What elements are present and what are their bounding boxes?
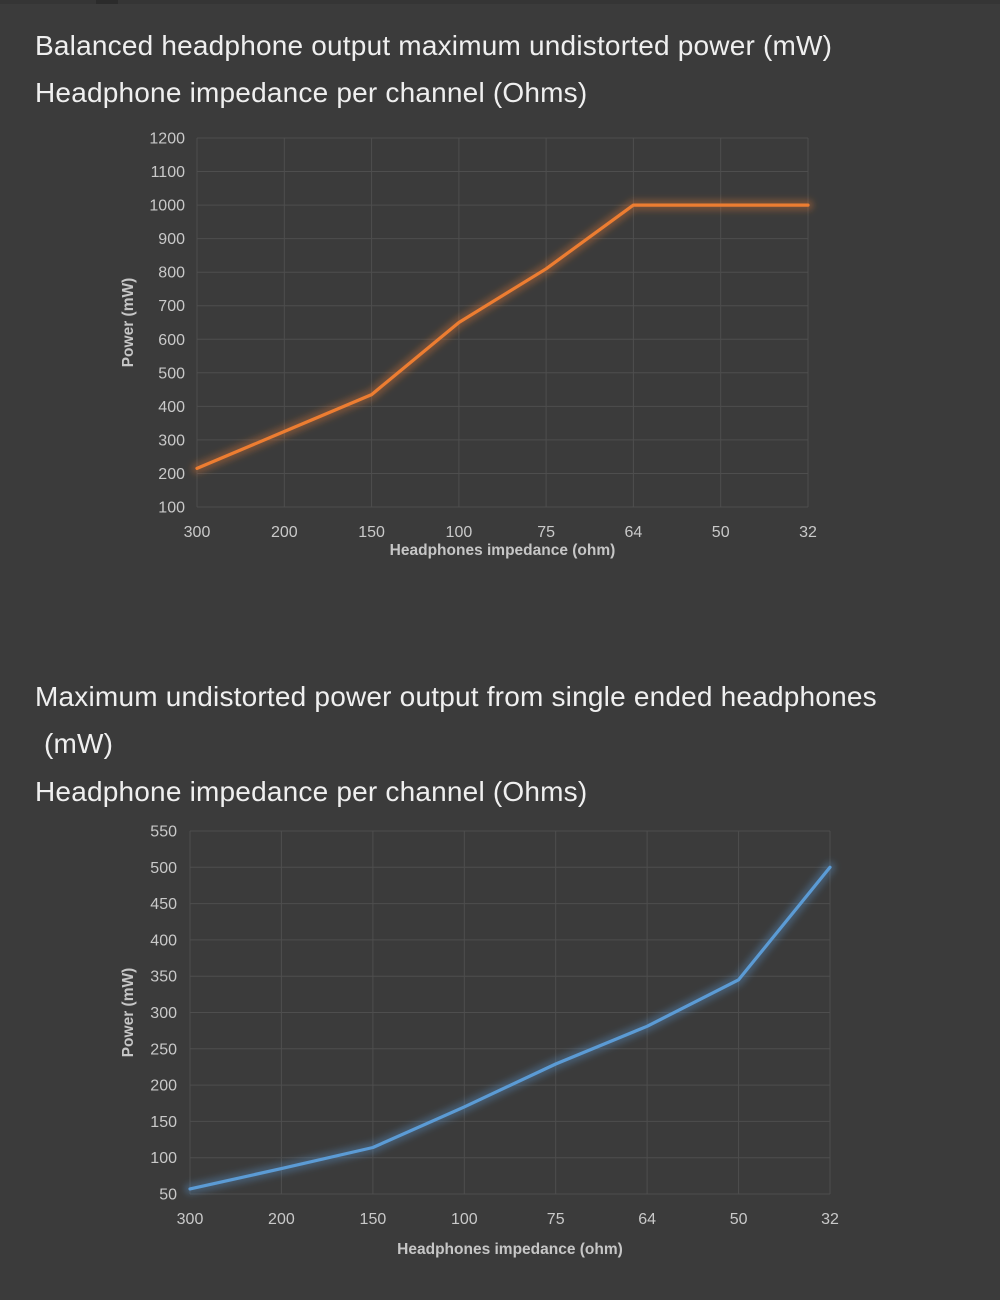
y-tick-label: 500 <box>158 365 185 382</box>
x-tick-label: 200 <box>268 1211 295 1228</box>
y-tick-label: 100 <box>158 500 185 517</box>
y-tick-label: 250 <box>150 1041 177 1058</box>
y-tick-label: 500 <box>150 860 177 877</box>
y-tick-label: 400 <box>158 399 185 416</box>
y-tick-label: 450 <box>150 896 177 913</box>
chart2-title-line1: Maximum undistorted power output from si… <box>35 681 877 712</box>
x-tick-label: 100 <box>446 524 473 541</box>
y-tick-label: 900 <box>158 231 185 248</box>
y-tick-label: 1100 <box>151 164 186 181</box>
x-tick-label: 100 <box>451 1211 478 1228</box>
x-axis-tick-labels: 300 200 150 100 75 64 50 32 <box>177 1211 839 1228</box>
y-axis-tick-labels: 100 200 300 400 500 600 700 800 900 1000 1100 1200 <box>149 131 185 517</box>
top-strip-notch <box>96 0 118 4</box>
y-tick-label: 350 <box>150 969 177 986</box>
x-tick-label: 50 <box>730 1211 748 1228</box>
y-tick-label: 200 <box>158 466 185 483</box>
x-tick-label: 32 <box>821 1211 839 1228</box>
series-line <box>188 865 832 1191</box>
x-tick-label: 300 <box>184 524 211 541</box>
series-line <box>195 203 810 470</box>
y-tick-label: 300 <box>158 432 185 449</box>
x-tick-label: 200 <box>271 524 298 541</box>
y-tick-label: 150 <box>150 1114 177 1131</box>
y-tick-label: 1200 <box>149 131 185 148</box>
y-tick-label: 1000 <box>149 198 185 215</box>
y-axis-tick-labels: 50 100 150 200 250 300 350 400 450 500 550 <box>150 824 177 1204</box>
y-tick-label: 600 <box>158 332 185 349</box>
x-tick-label: 300 <box>177 1211 204 1228</box>
chart2-title-line2: (mW) <box>44 728 114 759</box>
y-tick-label: 550 <box>150 824 177 841</box>
y-tick-label: 50 <box>159 1187 177 1204</box>
top-strip <box>0 0 1000 4</box>
y-tick-label: 200 <box>150 1078 177 1095</box>
y-axis-title: Power (mW) <box>120 278 137 368</box>
y-tick-label: 800 <box>158 265 185 282</box>
x-axis-title: Headphones impedance (ohm) <box>397 1241 623 1258</box>
chart-grid <box>189 830 831 1195</box>
chart1-title-line2: Headphone impedance per channel (Ohms) <box>35 77 588 108</box>
x-tick-label: 64 <box>625 524 643 541</box>
y-tick-label: 100 <box>150 1150 177 1167</box>
chart-grid <box>196 137 809 508</box>
x-axis-title: Headphones impedance (ohm) <box>390 542 616 559</box>
chart2-title-line3: Headphone impedance per channel (Ohms) <box>35 776 588 807</box>
series-glow <box>184 861 836 1195</box>
y-tick-label: 400 <box>150 932 177 949</box>
x-tick-label: 75 <box>547 1211 565 1228</box>
x-axis-tick-labels: 300 200 150 100 75 64 50 32 <box>184 524 817 541</box>
y-tick-label: 700 <box>158 298 185 315</box>
y-tick-label: 300 <box>150 1005 177 1022</box>
x-tick-label: 32 <box>799 524 817 541</box>
y-axis-title: Power (mW) <box>120 968 137 1058</box>
x-tick-label: 150 <box>358 524 385 541</box>
x-tick-label: 64 <box>638 1211 656 1228</box>
x-tick-label: 75 <box>537 524 555 541</box>
x-tick-label: 150 <box>360 1211 387 1228</box>
x-tick-label: 50 <box>712 524 730 541</box>
chart1-title-line1: Balanced headphone output maximum undist… <box>35 30 833 61</box>
